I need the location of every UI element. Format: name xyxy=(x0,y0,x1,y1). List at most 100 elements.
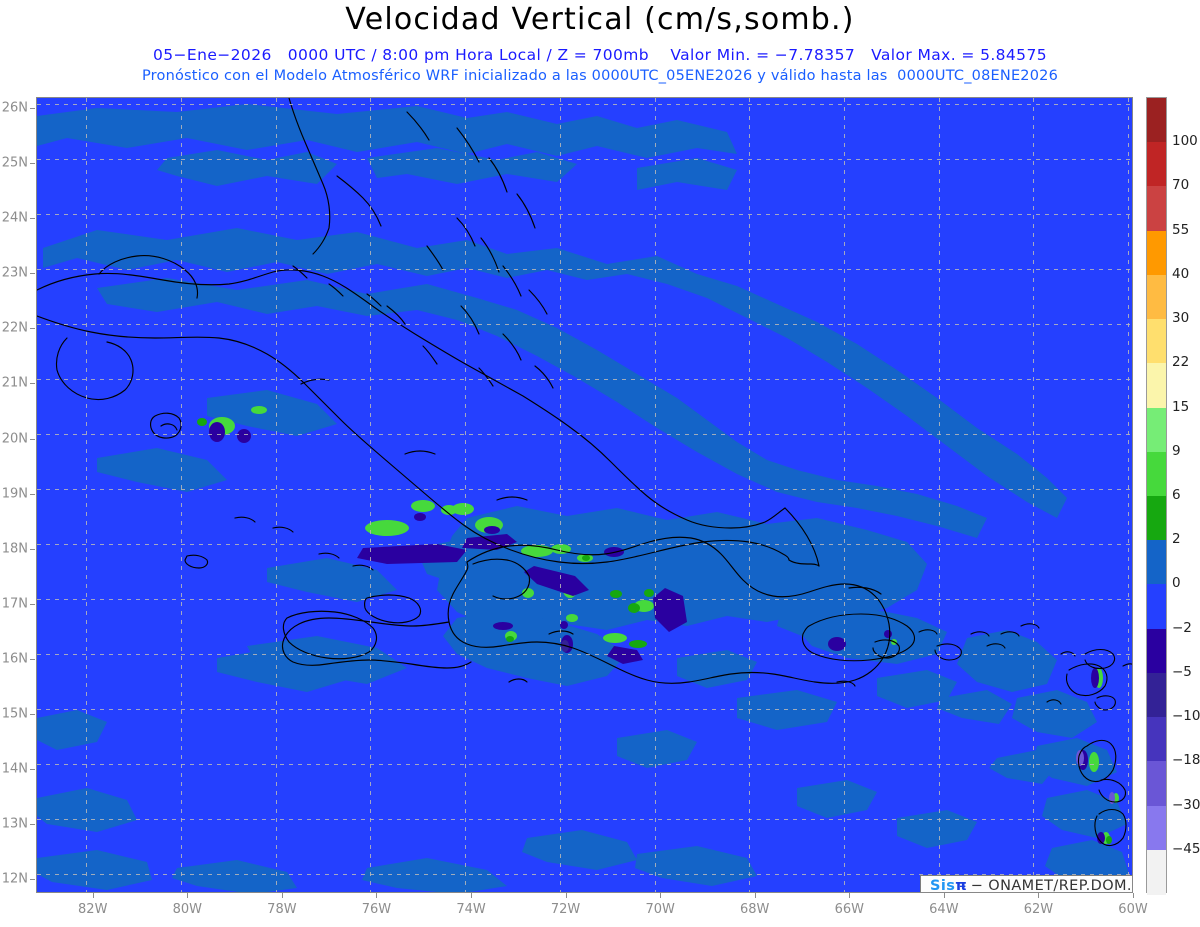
latitude-tick-mark xyxy=(30,383,35,385)
colorbar-tick-label: 15 xyxy=(1172,398,1190,415)
longitude-tick-mark xyxy=(471,893,473,898)
colorbar-tick-label: −18 xyxy=(1172,752,1200,769)
logo-org-text: − ONAMET/REP.DOM. xyxy=(970,878,1132,893)
longitude-tick-mark xyxy=(187,893,189,898)
colorbar-tick-label: −30 xyxy=(1172,796,1200,813)
longitude-tick-mark xyxy=(849,893,851,898)
colorbar-tick-label: 22 xyxy=(1172,354,1190,371)
colorbar-band xyxy=(1147,672,1166,718)
vertical-velocity-field xyxy=(37,98,1132,892)
latitude-tick-mark xyxy=(30,824,35,826)
latitude-tick-mark xyxy=(30,273,35,275)
colorbar-band xyxy=(1147,451,1166,497)
longitude-tick-label: 82W xyxy=(78,902,108,917)
map-plot-area[interactable]: Sisπ̵ − ONAMET/REP.DOM. xyxy=(36,97,1133,893)
longitude-tick-label: 66W xyxy=(834,902,864,917)
longitude-tick-label: 62W xyxy=(1023,902,1054,917)
colorbar-band xyxy=(1147,363,1166,409)
latitude-tick-label: 13N xyxy=(1,816,28,832)
latitude-tick-label: 22N xyxy=(1,320,28,336)
page-title: Velocidad Vertical (cm/s,somb.) xyxy=(345,2,855,37)
longitude-tick-label: 60W xyxy=(1118,902,1148,917)
latitude-tick-mark xyxy=(30,769,35,771)
logo-pi-icon: π̵ xyxy=(955,878,967,893)
colorbar-band xyxy=(1147,496,1166,541)
colorbar-band xyxy=(1147,717,1166,762)
colorbar-band xyxy=(1147,584,1166,630)
latitude-tick-label: 24N xyxy=(1,210,28,226)
colorbar-band xyxy=(1147,761,1166,807)
latitude-tick-mark xyxy=(30,658,35,660)
latitude-tick-label: 23N xyxy=(1,265,28,281)
colorbar-tick-label: −10 xyxy=(1172,708,1200,725)
latitude-tick-label: 14N xyxy=(1,761,28,777)
logo-sis-text: Sis xyxy=(930,878,956,893)
longitude-tick-mark xyxy=(92,893,94,898)
colorbar-tick-label: 30 xyxy=(1172,310,1190,327)
longitude-tick-label: 64W xyxy=(929,902,959,917)
colorbar-band xyxy=(1147,230,1166,276)
colorbar-tick-label: −2 xyxy=(1172,619,1192,636)
longitude-tick-mark xyxy=(565,893,567,898)
colorbar-tick-label: 9 xyxy=(1172,442,1181,459)
longitude-tick-mark xyxy=(943,893,945,898)
longitude-tick-mark xyxy=(376,893,378,898)
longitude-tick-label: 72W xyxy=(550,902,581,917)
latitude-tick-label: 18N xyxy=(1,541,28,557)
colorbar-tick-label: −5 xyxy=(1172,663,1192,680)
longitude-tick-mark xyxy=(1133,893,1134,898)
longitude-tick-mark xyxy=(281,893,283,898)
longitude-tick-mark xyxy=(754,893,756,898)
colorbar-tick-label: 2 xyxy=(1172,531,1181,548)
longitude-tick-label: 70W xyxy=(645,902,675,917)
longitude-tick-mark xyxy=(1038,893,1040,898)
colorbar-tick-label: 70 xyxy=(1172,177,1190,194)
model-description-line: Pronóstico con el Modelo Atmosférico WRF… xyxy=(141,68,1059,84)
colorbar-band xyxy=(1147,407,1166,453)
colorbar-band xyxy=(1147,274,1166,320)
latitude-tick-mark xyxy=(30,163,35,165)
latitude-tick-mark xyxy=(30,603,35,605)
longitude-tick-label: 80W xyxy=(172,902,202,917)
latitude-tick-label: 17N xyxy=(1,596,28,612)
latitude-tick-mark xyxy=(30,548,35,550)
latitude-tick-label: 26N xyxy=(1,100,28,116)
forecast-meta-line: 05−Ene−2026 0000 UTC / 8:00 pm Hora Loca… xyxy=(153,46,1047,64)
longitude-tick-label: 68W xyxy=(740,902,770,917)
colorbar-band xyxy=(1147,628,1166,674)
latitude-tick-label: 20N xyxy=(1,431,28,447)
latitude-tick-mark xyxy=(30,879,35,881)
latitude-tick-mark xyxy=(30,493,35,495)
colorbar-tick-label: 100 xyxy=(1172,133,1198,150)
latitude-tick-label: 12N xyxy=(1,871,28,887)
latitude-tick-mark xyxy=(30,328,35,330)
colorbar-band xyxy=(1147,849,1166,895)
colorbar-band xyxy=(1147,540,1166,586)
latitude-tick-label: 25N xyxy=(1,155,28,171)
colorbar-band xyxy=(1147,142,1166,188)
latitude-tick-mark xyxy=(30,108,35,110)
longitude-tick-mark xyxy=(660,893,662,898)
colorbar-tick-label: 40 xyxy=(1172,265,1190,282)
colorbar-tick-label: 55 xyxy=(1172,221,1190,238)
latitude-tick-label: 19N xyxy=(1,486,28,502)
latitude-tick-label: 16N xyxy=(1,651,28,667)
colorbar-tick-label: −45 xyxy=(1172,840,1200,857)
longitude-tick-label: 78W xyxy=(267,902,297,917)
colorbar-band xyxy=(1147,98,1166,143)
colorbar-tick-label: 0 xyxy=(1172,575,1181,592)
source-logo: Sisπ̵ − ONAMET/REP.DOM. xyxy=(920,875,1132,893)
longitude-tick-label: 74W xyxy=(456,902,486,917)
latitude-tick-mark xyxy=(30,438,35,440)
latitude-tick-mark xyxy=(30,713,35,715)
longitude-tick-label: 76W xyxy=(361,902,392,917)
colorbar-band xyxy=(1147,805,1166,851)
latitude-tick-mark xyxy=(30,218,35,220)
colorbar-tick-label: 6 xyxy=(1172,487,1181,503)
colorbar[interactable] xyxy=(1146,97,1167,895)
colorbar-band xyxy=(1147,186,1166,232)
latitude-tick-label: 15N xyxy=(1,706,28,722)
latitude-tick-label: 21N xyxy=(1,375,28,391)
colorbar-band xyxy=(1147,319,1166,364)
